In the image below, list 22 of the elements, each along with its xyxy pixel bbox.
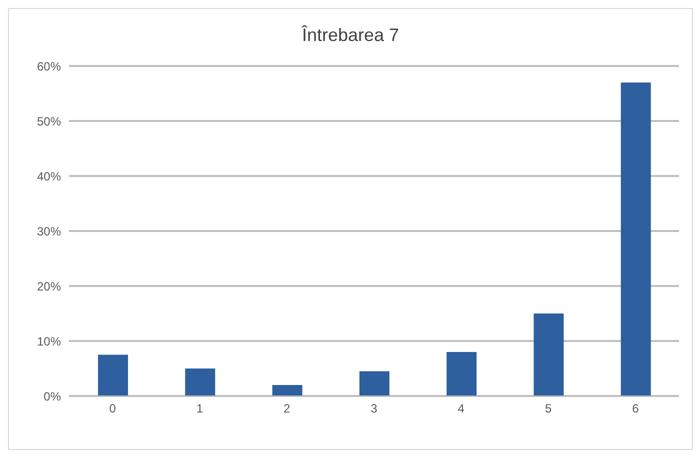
- y-tick-label: 10%: [36, 334, 62, 348]
- x-tick-label: 1: [196, 402, 204, 416]
- bar: [620, 82, 651, 396]
- bar: [272, 385, 302, 396]
- x-tick-label: 5: [544, 402, 552, 416]
- x-tick-label: 4: [458, 402, 465, 416]
- bar: [98, 354, 128, 396]
- x-tick-label: 2: [284, 402, 291, 416]
- bar: [185, 368, 216, 396]
- bar: [534, 314, 564, 396]
- bar: [446, 352, 477, 396]
- bar: [359, 371, 390, 396]
- y-tick-label: 50%: [36, 114, 62, 128]
- x-tick-label: 0: [109, 402, 116, 416]
- x-tick-label: 3: [370, 402, 378, 416]
- chart-title: Întrebarea 7: [300, 25, 400, 46]
- y-tick-label: 60%: [36, 59, 62, 74]
- y-tick-label: 30%: [36, 224, 62, 238]
- y-tick-label: 20%: [36, 279, 62, 294]
- y-tick-label: 40%: [36, 169, 62, 184]
- x-tick-label: 6: [632, 402, 640, 416]
- y-tick-label: 0%: [44, 389, 62, 404]
